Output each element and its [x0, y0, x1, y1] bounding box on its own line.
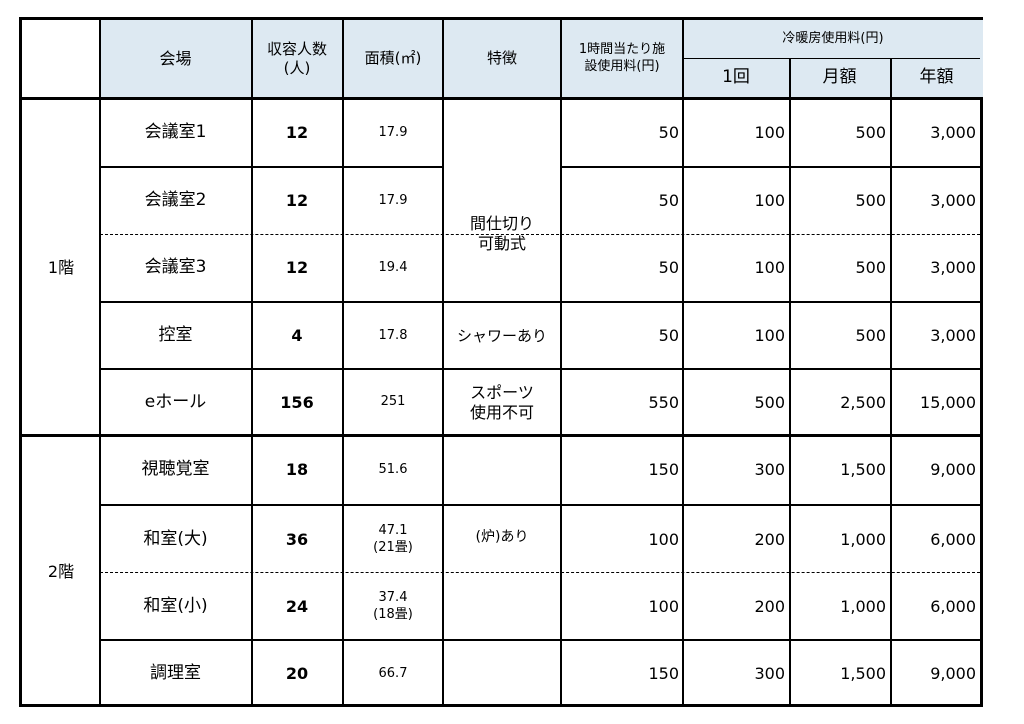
hvac-monthly-fee: 1,500 [840, 460, 886, 479]
grid-line [442, 20, 444, 707]
header-hvac-monthly: 月額 [789, 59, 890, 97]
floor-label-1f: 1階 [47, 258, 75, 277]
hvac-monthly-fee: 1,500 [840, 664, 886, 683]
room-capacity: 12 [285, 191, 309, 210]
hvac-yearly-fee: 9,000 [930, 460, 976, 479]
hvac-once-fee: 500 [754, 392, 785, 412]
room-area: 17.9 [378, 192, 408, 208]
hvac-once-fee: 100 [754, 191, 785, 210]
grid-line [682, 20, 684, 707]
hourly-fee: 50 [658, 326, 679, 345]
grid-line [251, 20, 253, 707]
feature-shower: シャワーあり [456, 326, 547, 345]
room-name: 和室(大) [143, 528, 208, 549]
room-name: 会議室2 [144, 190, 207, 211]
hvac-monthly-fee: 1,000 [840, 596, 886, 616]
grid-line [890, 59, 892, 707]
hvac-yearly-fee: 15,000 [920, 392, 976, 412]
hvac-once-fee: 100 [754, 123, 785, 142]
room-capacity: 12 [285, 123, 309, 142]
grid-line [561, 166, 980, 168]
header-hvac-fee: 冷暖房使用料(円) [683, 20, 983, 59]
header-hourly-fee: 1時間当たり施 設使用料(円) [561, 20, 683, 97]
hvac-yearly-fee: 6,000 [930, 529, 976, 549]
room-area: 47.1 (21畳) [373, 523, 413, 555]
room-area: 17.8 [378, 327, 408, 343]
room-area: 51.6 [378, 461, 408, 477]
room-area: 17.9 [378, 124, 408, 140]
facility-fee-table: 会場 収容人数 (人) 面積(㎡) 特徴 1時間当たり施 設使用料(円) 冷暖房… [19, 17, 983, 707]
hvac-yearly-fee: 6,000 [930, 596, 976, 616]
room-name: eホール [144, 391, 207, 412]
hvac-monthly-fee: 2,500 [840, 392, 886, 412]
hvac-once-fee: 300 [754, 664, 785, 683]
hvac-once-fee: 100 [754, 258, 785, 277]
grid-line [100, 504, 980, 506]
feature-sports: スポーツ 使用不可 [469, 382, 534, 422]
hvac-yearly-fee: 3,000 [930, 326, 976, 345]
grid-line [99, 20, 101, 707]
hvac-once-fee: 200 [754, 529, 785, 549]
header-venue: 会場 [100, 20, 251, 97]
grid-line-dashed [100, 234, 980, 235]
room-area: 66.7 [378, 665, 408, 681]
grid-line [100, 166, 443, 168]
room-name: 控室 [158, 325, 193, 346]
header-hvac-once: 1回 [683, 59, 789, 97]
feature-partition: 間仕切り 可動式 [469, 214, 534, 253]
hvac-yearly-fee: 9,000 [930, 664, 976, 683]
hvac-monthly-fee: 500 [855, 123, 886, 142]
room-name: 調理室 [150, 663, 201, 684]
grid-line [22, 434, 980, 437]
hvac-once-fee: 100 [754, 326, 785, 345]
room-capacity: 36 [285, 529, 309, 549]
hvac-yearly-fee: 3,000 [930, 258, 976, 277]
feature-hearth: (炉)あり [475, 529, 529, 546]
floor-label-2f: 2階 [47, 561, 75, 581]
header-hvac-yearly: 年額 [890, 59, 983, 97]
hvac-yearly-fee: 3,000 [930, 191, 976, 210]
grid-line [683, 58, 980, 59]
grid-line [789, 59, 791, 707]
hvac-monthly-fee: 500 [855, 258, 886, 277]
hvac-yearly-fee: 3,000 [930, 123, 976, 142]
header-capacity: 収容人数 (人) [251, 20, 343, 97]
room-name: 視聴覚室 [141, 459, 210, 480]
room-area: 19.4 [378, 259, 408, 275]
grid-line-dashed [100, 572, 980, 573]
grid-line [342, 20, 344, 707]
grid-line [22, 97, 980, 100]
room-area: 251 [380, 394, 406, 410]
hvac-monthly-fee: 1,000 [840, 529, 886, 549]
hvac-monthly-fee: 500 [855, 191, 886, 210]
hourly-fee: 150 [648, 664, 679, 683]
hvac-once-fee: 200 [754, 596, 785, 616]
hourly-fee: 50 [658, 123, 679, 142]
hourly-fee: 100 [648, 596, 679, 616]
header-features: 特徴 [443, 20, 561, 97]
room-capacity: 24 [285, 596, 309, 616]
hvac-once-fee: 300 [754, 460, 785, 479]
room-capacity: 4 [291, 326, 303, 345]
room-capacity: 12 [285, 258, 309, 277]
hourly-fee: 50 [658, 191, 679, 210]
room-capacity: 18 [285, 460, 309, 479]
room-name: 和室(小) [143, 595, 208, 616]
header-floor-blank [22, 20, 100, 97]
room-name: 会議室1 [144, 122, 207, 143]
room-name: 会議室3 [144, 257, 207, 278]
grid-line [100, 301, 980, 303]
grid-line [100, 639, 980, 641]
hvac-monthly-fee: 500 [855, 326, 886, 345]
hourly-fee: 150 [648, 460, 679, 479]
grid-line [100, 368, 980, 370]
room-capacity: 20 [285, 664, 309, 683]
hourly-fee: 50 [658, 258, 679, 277]
hourly-fee: 550 [648, 392, 679, 412]
room-capacity: 156 [280, 392, 314, 412]
hourly-fee: 100 [648, 529, 679, 549]
header-area: 面積(㎡) [343, 20, 443, 97]
grid-line [560, 20, 562, 707]
room-area: 37.4 (18畳) [373, 590, 413, 622]
